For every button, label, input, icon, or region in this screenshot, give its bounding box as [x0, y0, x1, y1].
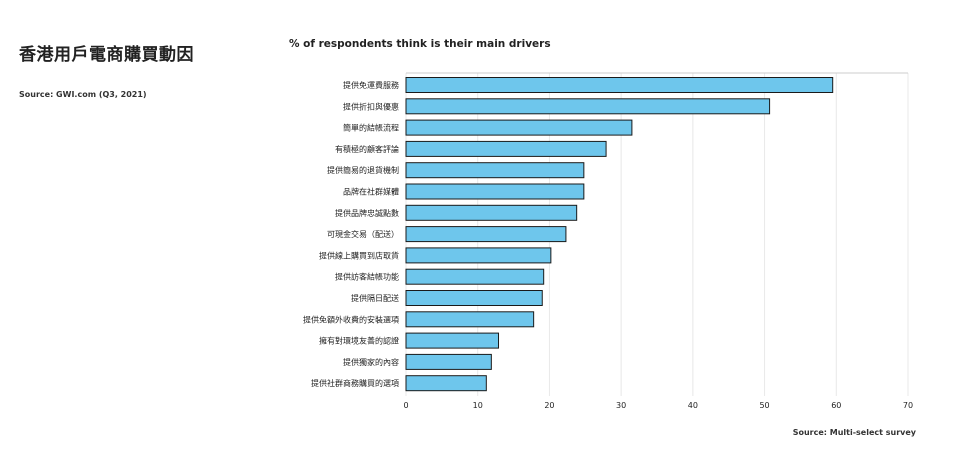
x-tick-label: 70	[903, 401, 913, 410]
category-label: 提供線上購買到店取貨	[319, 250, 399, 260]
category-label: 品牌在社群媒體	[343, 187, 399, 197]
x-tick-label: 40	[688, 401, 698, 410]
category-label: 有積極的顧客評論	[335, 144, 399, 154]
x-tick-label: 10	[473, 401, 483, 410]
x-tick-label: 0	[403, 401, 408, 410]
bar	[405, 290, 543, 306]
bar	[405, 247, 552, 264]
bar	[405, 268, 545, 285]
category-label: 提供免運費服務	[343, 80, 399, 90]
bar	[405, 140, 607, 157]
bar	[405, 204, 578, 221]
page-title: 香港用戶電商購買動因	[19, 45, 194, 65]
bar	[405, 353, 492, 370]
footer-source-note: Source: Multi-select survey	[792, 428, 916, 437]
bar	[405, 183, 585, 200]
category-label: 提供品牌忠誠點數	[335, 208, 399, 218]
category-label: 提供隔日配送	[351, 293, 399, 303]
category-label: 提供折扣與優惠	[343, 101, 399, 111]
category-label: 提供社群商務購買的選項	[311, 378, 399, 388]
bar	[405, 375, 487, 392]
category-label: 提供簡易的退貨機制	[327, 165, 399, 175]
x-tick-label: 30	[616, 401, 626, 410]
bar	[405, 226, 567, 243]
category-label: 擁有對環境友善的認證	[319, 336, 399, 346]
category-label: 提供獨家的內容	[343, 357, 399, 367]
category-label: 可現金交易（配送）	[327, 229, 399, 239]
bar	[405, 162, 585, 179]
bar	[405, 119, 633, 136]
x-tick-label: 20	[544, 401, 554, 410]
category-labels: 提供免運費服務提供折扣與優惠簡單的結帳流程有積極的顧客評論提供簡易的退貨機制品牌…	[303, 80, 399, 388]
x-axis-ticks: 0 10 20 30 40 50 60 70	[403, 401, 913, 410]
bar-layer	[405, 77, 834, 392]
x-tick-label: 60	[831, 401, 841, 410]
category-label: 簡單的結帳流程	[343, 123, 399, 133]
chart-title: % of respondents think is their main dri…	[289, 38, 551, 50]
x-tick-label: 50	[759, 401, 769, 410]
source-note: Source: GWI.com (Q3, 2021)	[19, 90, 147, 99]
category-label: 提供訪客結帳功能	[335, 272, 399, 282]
bar	[405, 332, 500, 349]
bar	[405, 98, 771, 115]
category-label: 提供免額外收費的安裝選項	[303, 314, 399, 324]
bar	[405, 311, 535, 328]
bar	[405, 77, 834, 93]
